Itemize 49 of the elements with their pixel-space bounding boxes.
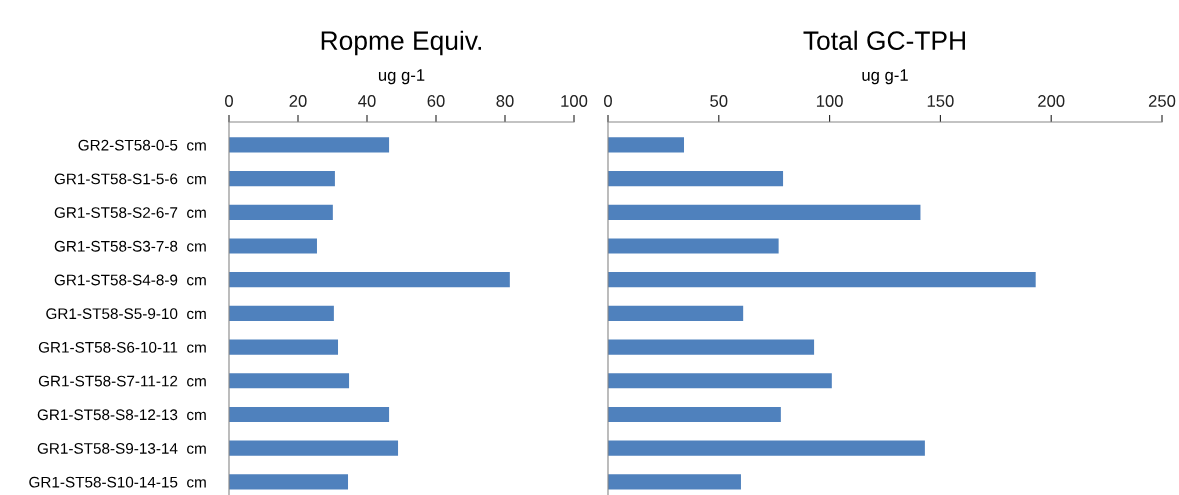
y-tick-label: GR1-ST58-S7-11-12 cm [38,375,206,387]
bar [608,137,685,153]
y-tick-label: GR1-ST58-S8-12-13 cm [37,409,206,421]
x-tick-label: 40 [358,95,376,107]
y-tick-label: GR1-ST58-S6-10-11 cm [38,341,206,353]
y-tick-label: GR1-ST58-S9-13-14 cm [37,443,206,454]
bar [608,373,832,389]
x-tick-label: 100 [816,95,843,107]
bar [229,406,390,423]
y-tick-label: GR1-ST58-S4-8-9 cm [54,274,206,286]
bar [608,204,921,220]
bar [608,238,779,254]
x-tick-label: 0 [604,95,612,107]
x-tick-label: 100 [561,95,588,107]
bar [229,373,350,389]
bar [608,305,744,321]
x-tick-label: 250 [1148,95,1176,107]
bar [229,440,399,456]
bar [229,238,317,254]
x-tick-label: 80 [496,95,514,107]
bar [608,171,784,187]
y-tick-label: GR1-ST58-S3-7-8 cm [54,240,206,252]
x-axis-title: ug g-1 [378,69,425,85]
bar [229,137,390,153]
bar [608,440,925,456]
y-tick-label: GR1-ST58-S1-5-6 cm [54,173,206,185]
bar [608,406,781,423]
bar [229,171,335,187]
bar [229,339,339,355]
x-tick-label: 20 [289,95,307,107]
x-tick-label: 150 [927,95,954,107]
x-tick-label: 0 [225,95,233,107]
bar [229,204,333,220]
y-tick-label: GR1-ST58-S2-6-7 cm [54,207,206,218]
x-tick-label: 200 [1038,95,1065,107]
bar [229,272,510,288]
bar [229,474,349,490]
bar [608,339,815,355]
y-tick-label: GR2-ST58-0-5 cm [78,139,206,151]
chart-title: Ropme Equiv. [321,30,481,56]
bar [608,474,741,490]
x-tick-label: 60 [427,95,445,107]
x-axis-title: ug g-1 [862,69,908,85]
x-tick-label: 50 [710,95,728,107]
y-tick-label: GR1-ST58-S5-9-10 cm [46,308,206,320]
y-tick-label: GR1-ST58-S10-14-15 cm [29,476,206,488]
bar [608,272,1036,288]
chart-title: Total GC-TPH [803,30,965,51]
bar [229,305,334,321]
